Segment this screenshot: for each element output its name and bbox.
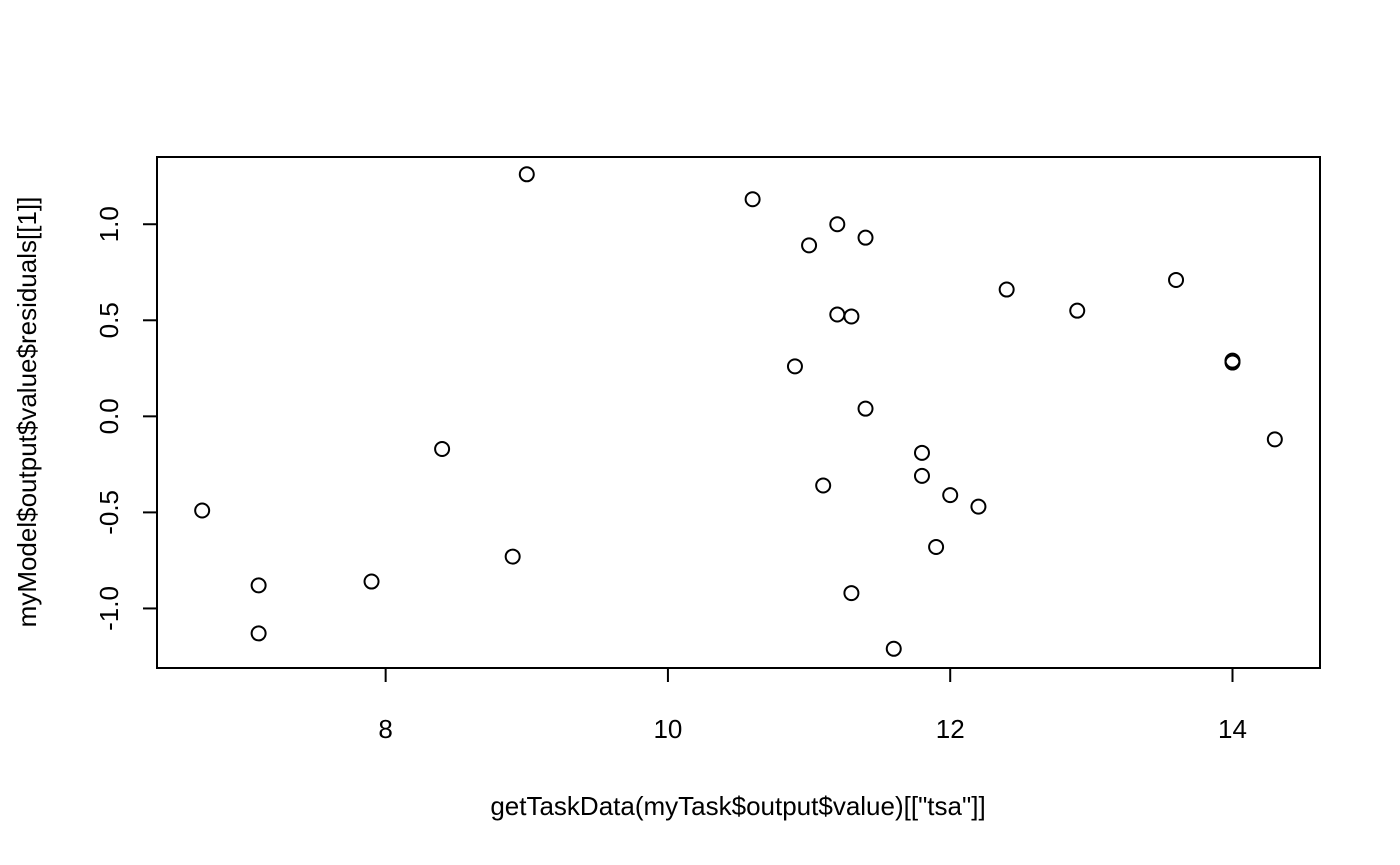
data-point (518, 166, 535, 183)
data-point (829, 306, 846, 323)
data-point (843, 585, 860, 602)
y-tick-label: 1.0 (94, 206, 124, 242)
data-point (998, 281, 1015, 298)
y-tick-label: -1.0 (94, 586, 124, 631)
data-point (913, 467, 930, 484)
data-point (1266, 431, 1283, 448)
data-point (829, 216, 846, 233)
data-point (504, 548, 521, 565)
data-point (885, 640, 902, 657)
y-tick-label: 0.0 (94, 398, 124, 434)
data-point (913, 444, 930, 461)
data-point (744, 191, 761, 208)
data-point (815, 477, 832, 494)
data-point (801, 237, 818, 254)
data-point (857, 229, 874, 246)
data-point (970, 498, 987, 515)
x-axis: 8 10 12 14 (378, 667, 1247, 744)
x-tick-label: 8 (378, 714, 392, 744)
y-tick-label: -0.5 (94, 490, 124, 535)
data-point (250, 625, 267, 642)
data-point (434, 441, 451, 457)
data-point (1069, 302, 1086, 319)
plot-frame (156, 156, 1321, 669)
y-tick-label: 0.5 (94, 302, 124, 338)
data-point (857, 400, 874, 417)
data-point (1224, 354, 1241, 371)
data-point (928, 538, 945, 555)
data-point (363, 573, 380, 590)
x-tick-label: 12 (936, 714, 965, 744)
data-point (1168, 271, 1185, 288)
data-point (194, 502, 211, 519)
data-point (942, 487, 959, 504)
points-layer (194, 166, 1283, 657)
y-axis: -1.0 -0.5 0.0 0.5 1.0 (94, 206, 158, 631)
x-axis-title: getTaskData(myTask$output$value)[["tsa"]… (490, 791, 985, 821)
data-point (786, 358, 803, 375)
data-point (843, 308, 860, 325)
x-tick-label: 14 (1218, 714, 1247, 744)
y-axis-title: myModel$output$value$residuals[[1]] (12, 197, 42, 628)
x-tick-label: 10 (653, 714, 682, 744)
data-point (250, 577, 267, 594)
